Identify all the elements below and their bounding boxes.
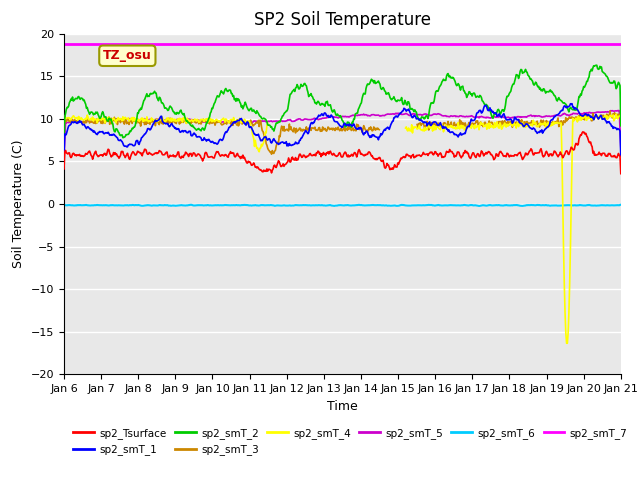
sp2_smT_1 <box>214 141 221 147</box>
Line: sp2_smT_4: sp2_smT_4 <box>64 114 621 343</box>
sp2_smT_4 <box>70 113 78 119</box>
sp2_smT_7 <box>70 41 78 47</box>
sp2_smT_3 <box>428 120 435 125</box>
sp2_smT_4 <box>411 124 419 130</box>
sp2_smT_4 <box>617 112 625 118</box>
sp2_smT_5 <box>617 145 625 151</box>
Line: sp2_smT_5: sp2_smT_5 <box>64 110 621 156</box>
sp2_smT_6 <box>70 203 78 208</box>
sp2_smT_4 <box>184 118 192 123</box>
X-axis label: Time: Time <box>327 400 358 413</box>
sp2_smT_6 <box>127 203 135 208</box>
Title: SP2 Soil Temperature: SP2 Soil Temperature <box>254 11 431 29</box>
sp2_smT_2 <box>184 119 192 125</box>
sp2_smT_5 <box>184 117 192 122</box>
sp2_smT_5 <box>410 111 418 117</box>
Line: sp2_smT_3: sp2_smT_3 <box>64 111 621 154</box>
sp2_smT_7 <box>127 41 135 47</box>
sp2_smT_2 <box>214 93 221 98</box>
sp2_smT_5 <box>614 108 622 113</box>
sp2_smT_3 <box>127 119 135 124</box>
sp2_smT_7 <box>410 41 418 47</box>
sp2_Tsurface <box>214 149 221 155</box>
sp2_smT_7 <box>617 41 625 47</box>
sp2_smT_7 <box>60 41 68 47</box>
sp2_smT_7 <box>184 41 192 47</box>
sp2_Tsurface <box>579 129 587 135</box>
sp2_Tsurface <box>426 149 434 155</box>
sp2_smT_1 <box>127 142 135 147</box>
sp2_smT_1 <box>568 101 576 107</box>
sp2_smT_2 <box>70 97 78 103</box>
sp2_Tsurface <box>70 151 78 156</box>
sp2_smT_1 <box>426 122 434 128</box>
sp2_smT_3 <box>214 120 221 125</box>
sp2_smT_1 <box>70 120 78 125</box>
sp2_smT_5 <box>60 153 68 158</box>
sp2_smT_4 <box>127 117 135 122</box>
sp2_smT_3 <box>184 118 192 124</box>
Line: sp2_Tsurface: sp2_Tsurface <box>64 132 621 174</box>
sp2_smT_7 <box>426 41 434 47</box>
sp2_smT_4 <box>214 118 221 123</box>
sp2_smT_4 <box>428 124 435 130</box>
sp2_Tsurface <box>127 152 135 157</box>
sp2_smT_3 <box>617 109 625 115</box>
sp2_smT_6 <box>410 203 418 208</box>
Legend: sp2_Tsurface, sp2_smT_1, sp2_smT_2, sp2_smT_3, sp2_smT_4, sp2_smT_5, sp2_smT_6, : sp2_Tsurface, sp2_smT_1, sp2_smT_2, sp2_… <box>69 424 632 459</box>
sp2_Tsurface <box>410 155 418 161</box>
sp2_Tsurface <box>184 152 192 158</box>
sp2_smT_5 <box>214 119 221 125</box>
Line: sp2_smT_6: sp2_smT_6 <box>64 205 621 206</box>
Y-axis label: Soil Temperature (C): Soil Temperature (C) <box>12 140 25 268</box>
sp2_smT_1 <box>617 153 625 159</box>
sp2_smT_1 <box>410 113 418 119</box>
sp2_smT_4 <box>60 117 68 122</box>
sp2_smT_2 <box>410 109 418 115</box>
sp2_smT_1 <box>60 153 68 159</box>
sp2_smT_5 <box>70 119 78 124</box>
sp2_Tsurface <box>60 166 68 172</box>
sp2_smT_2 <box>127 127 135 133</box>
Line: sp2_smT_1: sp2_smT_1 <box>64 104 621 156</box>
sp2_smT_1 <box>184 130 192 135</box>
sp2_smT_2 <box>426 103 434 108</box>
sp2_smT_5 <box>426 112 434 118</box>
sp2_smT_6 <box>214 203 221 208</box>
sp2_Tsurface <box>617 171 625 177</box>
sp2_smT_2 <box>617 123 625 129</box>
sp2_smT_2 <box>60 144 68 150</box>
sp2_smT_6 <box>476 203 483 209</box>
sp2_smT_6 <box>60 202 68 208</box>
sp2_smT_6 <box>617 202 625 208</box>
sp2_smT_7 <box>214 41 221 47</box>
sp2_smT_2 <box>593 62 600 68</box>
sp2_smT_3 <box>60 118 68 123</box>
Line: sp2_smT_2: sp2_smT_2 <box>64 65 621 147</box>
sp2_smT_3 <box>70 119 78 124</box>
Text: TZ_osu: TZ_osu <box>103 49 152 62</box>
sp2_smT_6 <box>426 202 434 208</box>
sp2_smT_6 <box>184 203 192 208</box>
sp2_smT_5 <box>127 116 135 122</box>
